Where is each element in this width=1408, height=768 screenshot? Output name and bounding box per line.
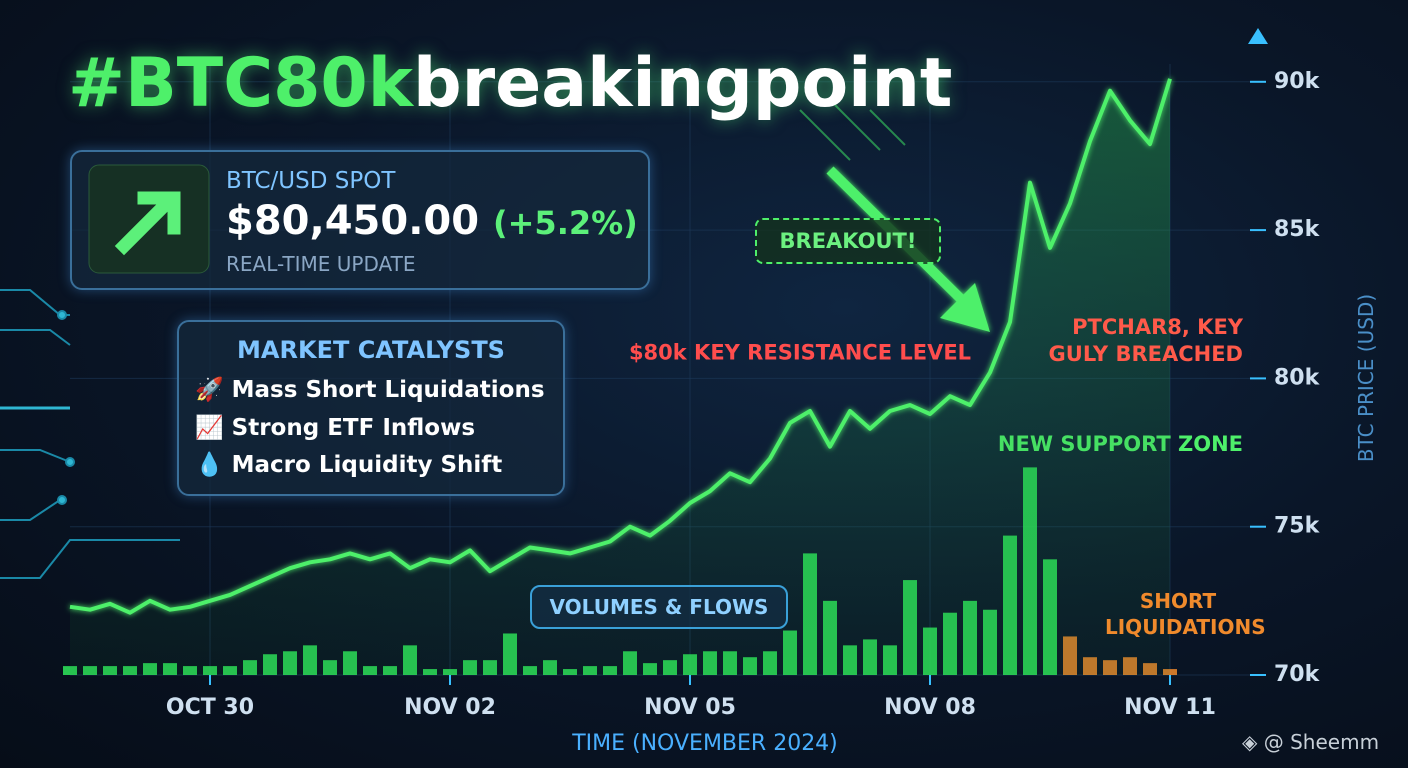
breach-note: PTCHAR8, KEY GULY BREACHED bbox=[1049, 314, 1243, 368]
catalysts-title: MARKET CATALYSTS bbox=[237, 336, 505, 364]
area-group bbox=[70, 78, 1170, 676]
x-tick-label: NOV 08 bbox=[884, 695, 976, 720]
volume-label: VOLUMES & FLOWS bbox=[530, 585, 788, 629]
catalyst-item: 🚀 Mass Short Liquidations bbox=[195, 377, 545, 403]
x-axis-title: TIME (NOVEMBER 2024) bbox=[572, 731, 838, 756]
y-tick-label: 70k bbox=[1274, 662, 1321, 687]
watermark: ◈ @ Sheemm bbox=[1242, 730, 1380, 754]
watermark-text: @ Sheemm bbox=[1263, 730, 1380, 754]
liquidation-label: SHORT LIQUIDATIONS bbox=[1105, 589, 1266, 639]
spot-note: REAL-TIME UPDATE bbox=[226, 252, 416, 276]
spot-panel: BTC/USD SPOT $80,450.00 (+5.2%) REAL-TIM… bbox=[70, 150, 650, 290]
breach-line: PTCHAR8, KEY bbox=[1072, 315, 1243, 339]
catalyst-item: 📈 Strong ETF Inflows bbox=[195, 415, 476, 441]
breakout-streaks bbox=[799, 104, 906, 161]
price-line bbox=[69, 78, 1172, 615]
x-tick-label: OCT 30 bbox=[166, 695, 254, 720]
y-tick-label: 85k bbox=[1274, 217, 1321, 242]
breakout-arrowhead bbox=[940, 283, 990, 332]
reference-label: $80k KEY RESISTANCE LEVEL bbox=[629, 340, 971, 364]
y-axis-arrow bbox=[1248, 28, 1268, 44]
x-tick-label: NOV 02 bbox=[404, 695, 496, 720]
x-tick-label: NOV 05 bbox=[644, 695, 736, 720]
breakout-label: BREAKOUT! bbox=[755, 218, 941, 264]
price-area bbox=[70, 78, 1170, 676]
catalysts-panel: MARKET CATALYSTS 🚀 Mass Short Liquidatio… bbox=[177, 320, 565, 496]
title-part: breakingpoint bbox=[412, 44, 953, 123]
y-tick-label: 90k bbox=[1274, 69, 1321, 94]
spot-price: $80,450.00 (+5.2%) bbox=[226, 198, 638, 244]
title-part: #BTC80k bbox=[68, 44, 413, 123]
spot-label: BTC/USD SPOT bbox=[226, 168, 396, 194]
breach-line: GULY BREACHED bbox=[1048, 342, 1243, 366]
y-tick-label: 80k bbox=[1274, 365, 1321, 390]
price: $80,450.00 bbox=[226, 198, 480, 244]
y-axis-title: BTC PRICE (USD) bbox=[1354, 293, 1378, 463]
title: #BTC80kbreakingpoint bbox=[68, 44, 952, 123]
change: (+5.2%) bbox=[492, 204, 638, 242]
catalyst-item: 💧 Macro Liquidity Shift bbox=[195, 452, 503, 478]
x-tick-label: NOV 11 bbox=[1124, 695, 1216, 720]
circuit-decoration bbox=[0, 289, 180, 579]
up-arrow-icon bbox=[88, 164, 210, 274]
y-tick-label: 75k bbox=[1274, 514, 1321, 539]
